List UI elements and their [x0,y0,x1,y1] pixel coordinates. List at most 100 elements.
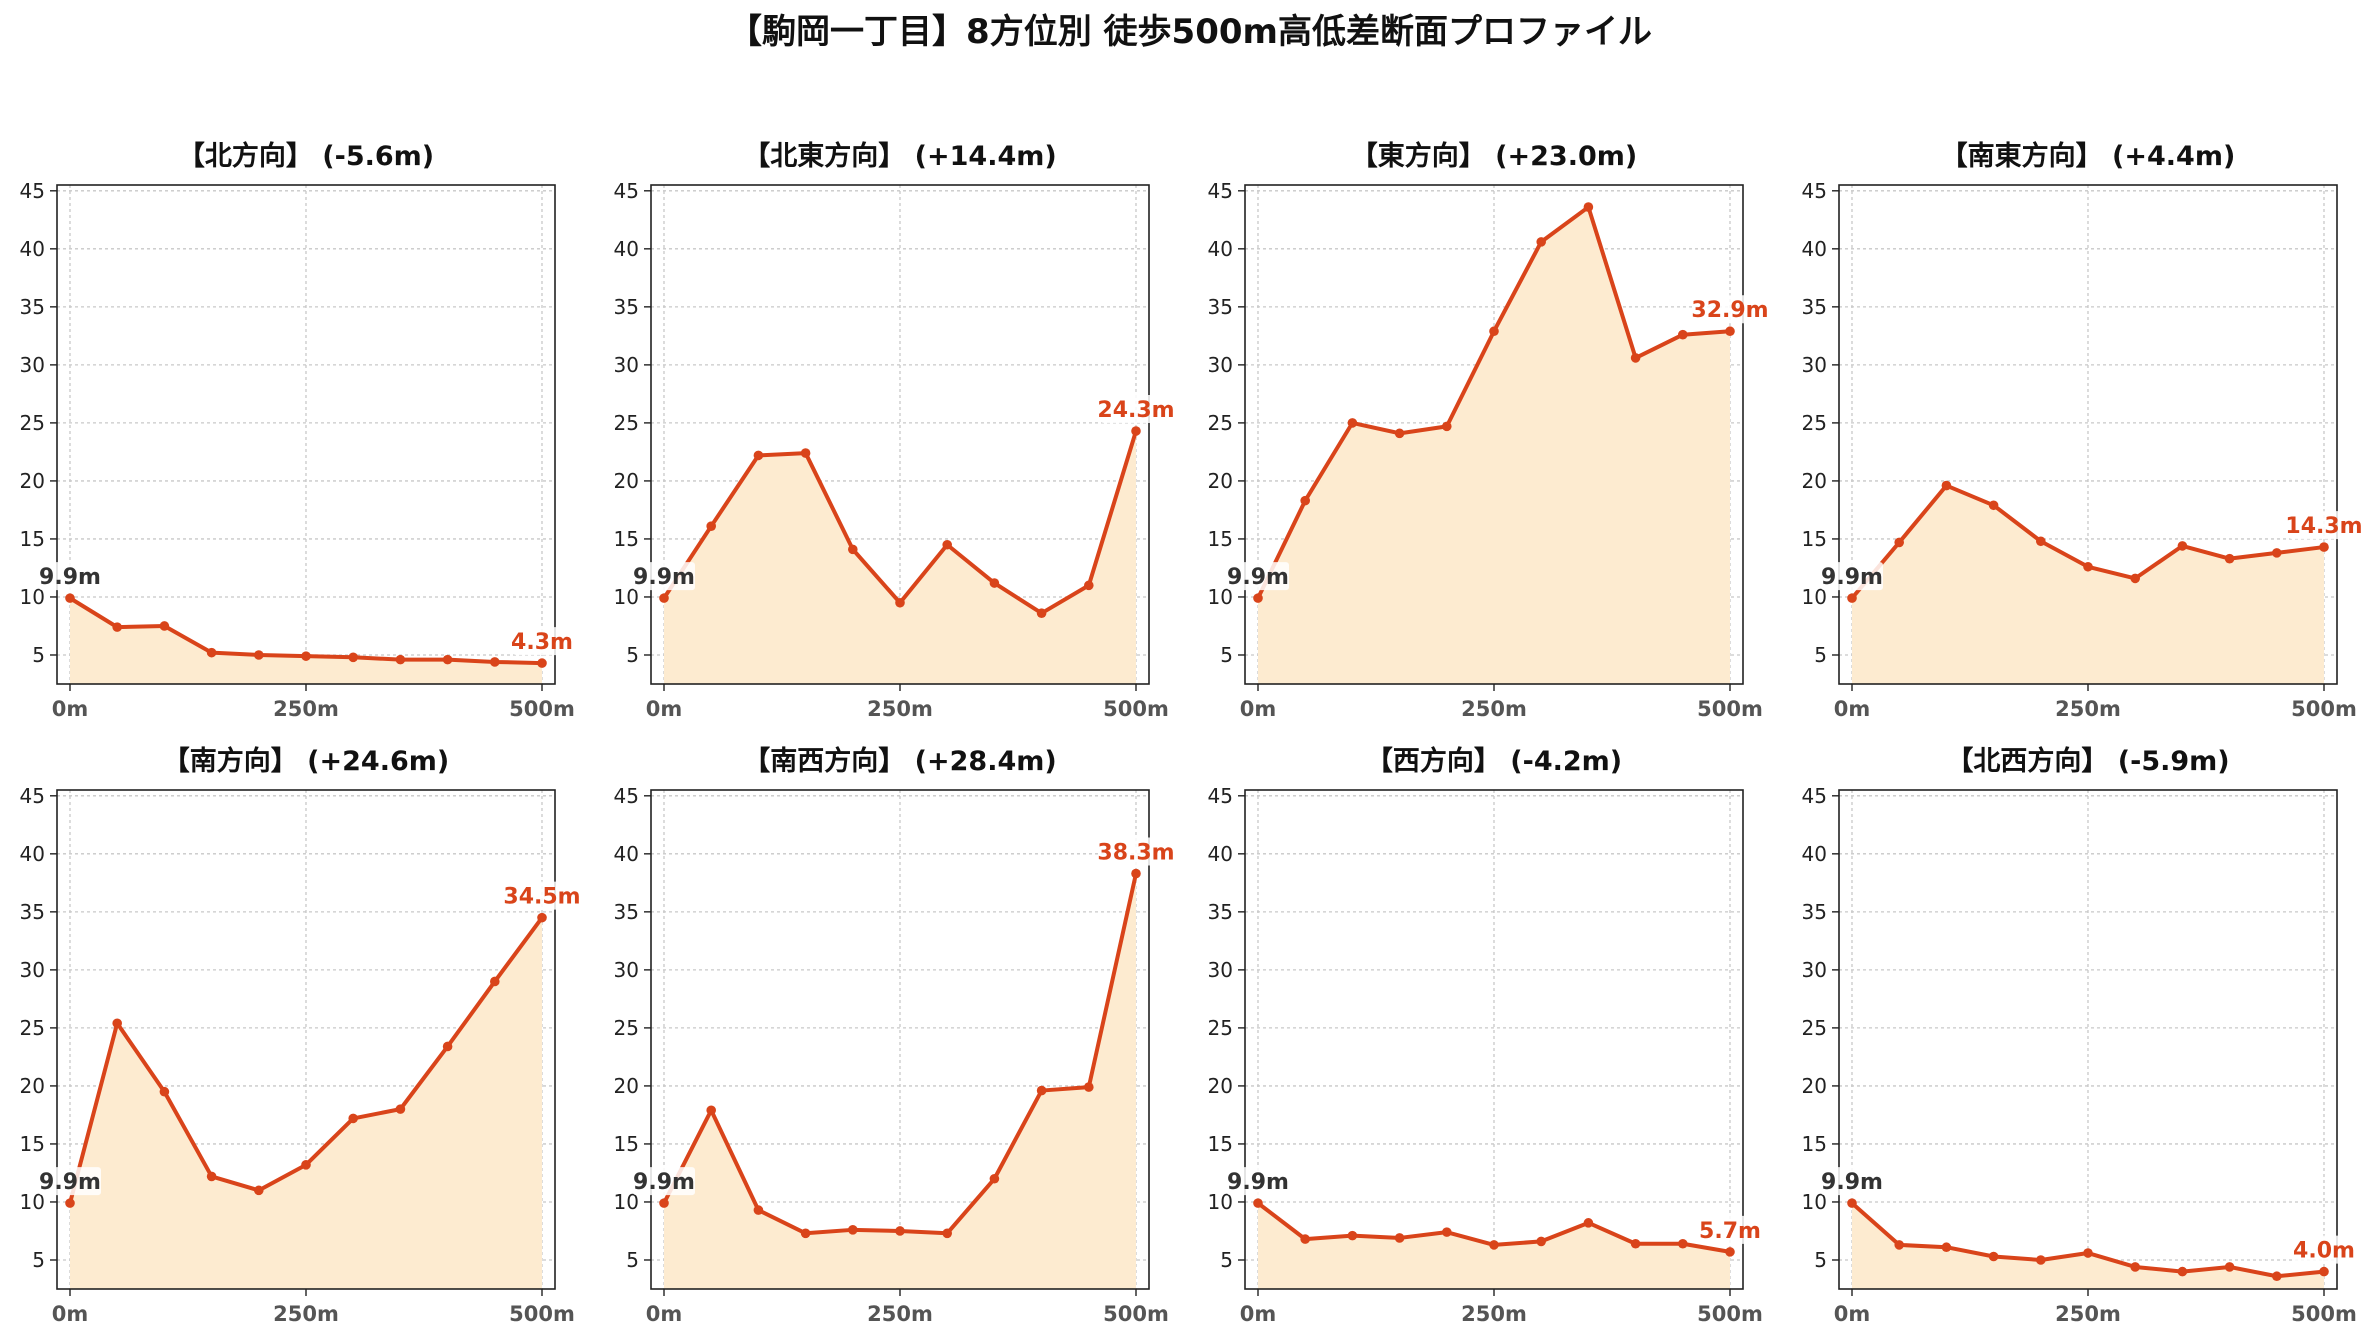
y-tick-label: 20 [1208,1074,1233,1098]
y-tick-label: 35 [614,295,639,319]
data-point [253,1185,264,1196]
end-label-box [2295,1235,2353,1264]
data-point [159,621,170,631]
panel-title: 【南東方向】 (+4.4m) [1941,140,2236,172]
y-tick-label: 15 [1802,1132,1827,1156]
data-point [1036,1085,1047,1096]
y-tick-label: 20 [20,469,45,493]
x-tick-label: 250m [2055,1302,2121,1326]
data-point [848,1225,858,1235]
x-tick-label: 500m [2291,697,2357,721]
start-label: 9.9m [1821,565,1883,590]
data-point [1941,1242,1952,1253]
y-tick-label: 25 [614,411,639,435]
y-tick-label: 40 [1208,842,1233,866]
data-point [706,1105,716,1116]
panel-title: 【南西方向】 (+28.4m) [743,745,1056,777]
data-point [159,1086,170,1097]
y-tick-label: 45 [1208,179,1233,203]
data-point [1583,202,1594,212]
data-point [1536,1236,1546,1247]
data-point [65,1198,75,1208]
x-tick-label: 500m [2291,1302,2357,1326]
data-point [395,1104,406,1114]
data-point [1941,480,1952,491]
data-point [848,544,858,555]
y-tick-label: 20 [20,1074,45,1098]
start-label: 9.9m [633,565,695,590]
y-tick-label: 45 [1802,179,1827,203]
data-point [989,578,1000,588]
start-label-box [1821,1167,1883,1196]
y-tick-label: 30 [614,353,639,377]
y-tick-label: 25 [20,1016,45,1040]
data-point [1725,1247,1735,1257]
data-point [1084,1082,1094,1092]
x-tick-label: 500m [1103,1302,1169,1326]
y-tick-label: 5 [1220,643,1233,667]
x-tick-label: 0m [1834,1302,1871,1326]
data-point [1988,1251,1999,1262]
data-point [65,593,75,603]
end-label-box [1100,395,1172,424]
y-tick-label: 40 [614,842,639,866]
data-point [2130,573,2140,584]
data-point [1536,237,1546,247]
end-label-box [1100,837,1172,866]
data-point [1442,1227,1452,1237]
data-point [1394,428,1405,439]
x-tick-label: 500m [1103,697,1169,721]
y-tick-label: 30 [20,353,45,377]
data-point [800,1228,811,1239]
data-point [490,657,500,667]
y-tick-label: 5 [1814,643,1827,667]
data-point [2272,548,2282,558]
end-label-box [506,881,578,910]
panel-title: 【東方向】 (+23.0m) [1351,140,1637,172]
y-tick-label: 20 [614,469,639,493]
end-label: 5.7m [1699,1219,1761,1244]
y-tick-label: 45 [614,179,639,203]
x-tick-label: 250m [2055,697,2121,721]
y-tick-label: 35 [1802,900,1827,924]
y-tick-label: 5 [626,643,639,667]
end-label-box [513,627,571,656]
y-tick-label: 20 [614,1074,639,1098]
y-tick-label: 20 [1208,469,1233,493]
y-tick-label: 5 [32,643,45,667]
data-point [1253,1198,1263,1208]
data-point [753,450,764,461]
data-point [112,622,122,632]
y-tick-label: 5 [1220,1248,1233,1272]
x-tick-label: 250m [1461,1302,1527,1326]
data-point [1300,495,1310,506]
y-tick-label: 15 [1802,527,1827,551]
start-label: 9.9m [1821,1170,1883,1195]
x-tick-label: 250m [1461,697,1527,721]
data-point [1131,426,1141,436]
data-point [2224,1262,2235,1272]
data-point [348,1113,359,1124]
panel-title: 【北西方向】 (-5.9m) [1946,745,2229,777]
data-point [2224,553,2235,564]
data-point [537,912,547,923]
start-label-box [1821,562,1883,591]
start-label: 9.9m [39,1170,101,1195]
y-tick-label: 25 [1208,1016,1233,1040]
y-tick-label: 5 [1814,1248,1827,1272]
data-point [942,1228,952,1239]
y-tick-label: 45 [20,179,45,203]
x-tick-label: 0m [646,1302,683,1326]
data-point [1847,593,1857,603]
end-label-box [1701,1215,1759,1244]
data-point [1678,329,1688,340]
data-point [2177,541,2188,551]
y-tick-label: 30 [614,958,639,982]
x-tick-label: 250m [867,697,933,721]
